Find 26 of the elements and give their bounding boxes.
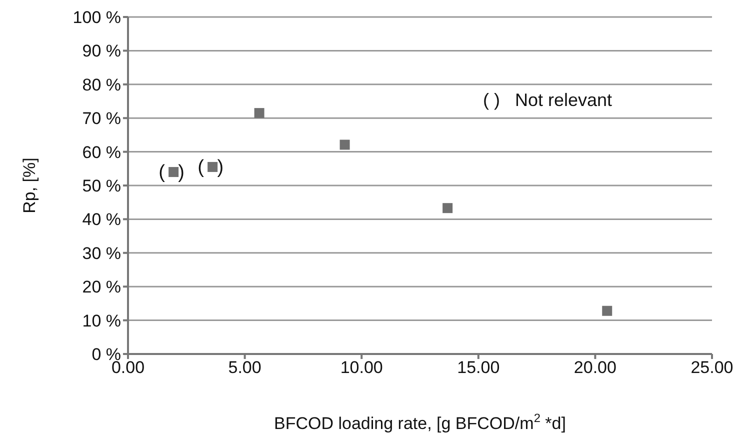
y-tick-label: 90 % bbox=[82, 42, 121, 61]
point bbox=[602, 306, 612, 316]
point bbox=[168, 167, 179, 178]
y-tick-label: 10 % bbox=[82, 311, 121, 330]
y-tick-label: 60 % bbox=[82, 142, 121, 162]
point bbox=[254, 108, 264, 118]
x-tick-label: 5.00 bbox=[228, 358, 262, 378]
x-axis-title: BFCOD loading rate, [g BFCOD/m$^{2}$ *d] bbox=[274, 411, 566, 433]
annotation: ( ) bbox=[158, 162, 189, 184]
y-tick-label: 30 % bbox=[82, 244, 121, 263]
y-tick-label: 70 % bbox=[82, 109, 121, 128]
x-tick-label: 15.00 bbox=[457, 358, 500, 378]
annotation: ( ) Not relevant bbox=[483, 90, 612, 110]
x-tick-label: 25.00 bbox=[690, 358, 734, 378]
y-tick-label: 80 % bbox=[82, 75, 121, 94]
x-tick-label: 20.00 bbox=[574, 358, 616, 378]
y-tick-label: 20 % bbox=[82, 278, 121, 297]
point bbox=[340, 140, 350, 150]
point bbox=[208, 162, 218, 172]
annotation: ( ) bbox=[198, 156, 228, 178]
point bbox=[442, 203, 453, 214]
x-tick-label: 10.00 bbox=[340, 358, 383, 378]
y-tick-label: 40 % bbox=[82, 210, 121, 230]
y-tick-label: 100 % bbox=[72, 8, 121, 28]
y-tick-label: 50 % bbox=[82, 176, 121, 196]
y-axis-title: Rp, [%] bbox=[20, 158, 39, 214]
